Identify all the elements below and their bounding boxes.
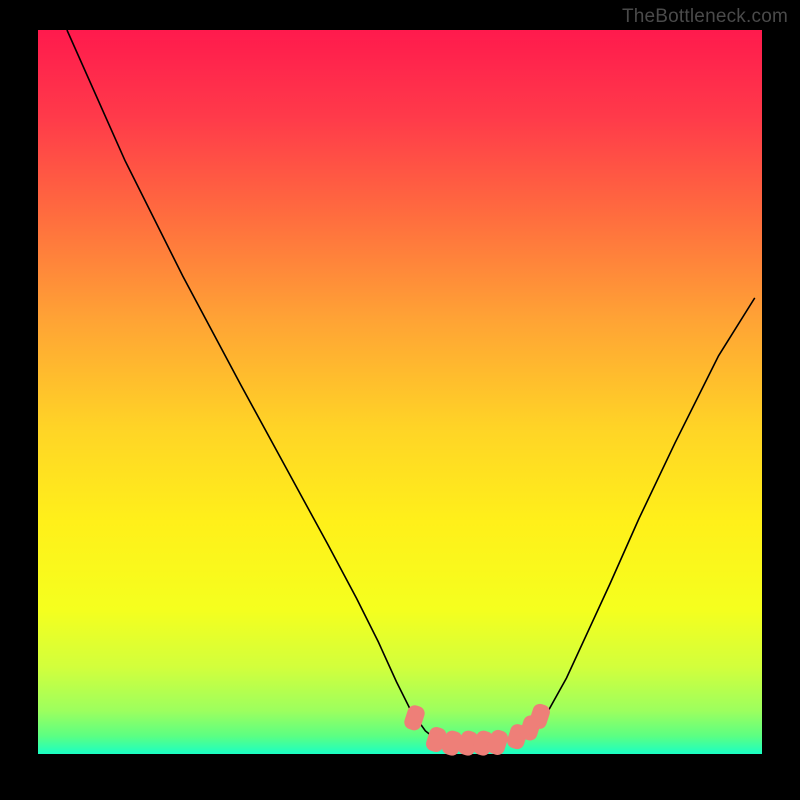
optimal-range-markers	[38, 30, 762, 754]
marker-point	[402, 703, 426, 732]
watermark-text: TheBottleneck.com	[622, 6, 788, 28]
plot-area	[38, 30, 762, 754]
